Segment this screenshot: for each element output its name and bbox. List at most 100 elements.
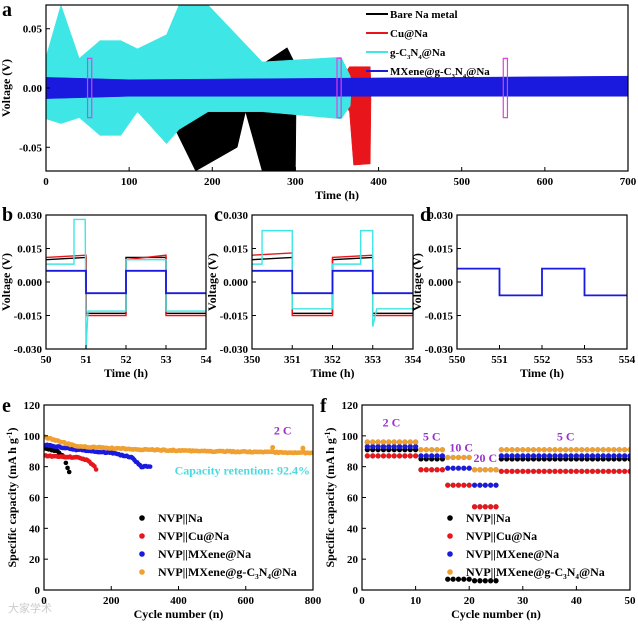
x-tick-label: 351: [284, 354, 301, 366]
data-point: [408, 444, 413, 449]
x-tick-label: 354: [405, 354, 422, 366]
y-tick-label: 0.030: [223, 210, 248, 222]
data-point: [590, 469, 595, 474]
data-point: [94, 467, 99, 472]
x-tick-label: 54: [201, 354, 213, 366]
x-axis-label: Cycle number (n): [134, 607, 224, 621]
x-tick-label: 200: [204, 176, 221, 188]
x-tick-label: 100: [121, 176, 138, 188]
legend-marker-orange: [447, 569, 453, 575]
x-tick-label: 20: [464, 595, 476, 607]
series-blue: [457, 269, 627, 296]
x-axis-label: Time (h): [310, 366, 354, 380]
x-tick-label: 554: [619, 354, 636, 366]
data-point: [402, 453, 407, 458]
data-point: [440, 447, 445, 452]
y-tick-label: 0.030: [428, 210, 453, 222]
data-point: [434, 467, 439, 472]
data-point: [617, 469, 622, 474]
panel-label: c: [214, 204, 223, 226]
data-point: [617, 453, 622, 458]
data-point: [499, 447, 504, 452]
data-point: [413, 439, 418, 444]
data-point: [472, 467, 477, 472]
x-tick-label: 552: [534, 354, 551, 366]
plot-area: [46, 5, 628, 171]
x-tick-label: 553: [576, 354, 593, 366]
data-point: [568, 447, 573, 452]
x-tick-label: 352: [324, 354, 341, 366]
x-axis-label: Cycle number (n): [451, 607, 541, 621]
series-blue: [46, 271, 206, 293]
y-tick-label: 60: [29, 493, 41, 505]
data-point: [622, 447, 627, 452]
data-point: [451, 577, 456, 582]
data-point: [456, 483, 461, 488]
y-tick-label: 0: [353, 585, 359, 597]
data-point: [370, 444, 375, 449]
data-point: [375, 439, 380, 444]
y-tick-label: -0.015: [425, 311, 454, 323]
legend-label: Cu@Na: [390, 28, 428, 40]
data-point: [381, 453, 386, 458]
y-tick-label: -0.030: [220, 344, 249, 356]
rate-label: 5 C: [557, 429, 575, 443]
y-tick-label: 120: [24, 400, 41, 412]
data-point: [531, 469, 536, 474]
x-tick-label: 40: [571, 595, 583, 607]
data-point: [590, 453, 595, 458]
data-point: [515, 469, 520, 474]
data-point: [408, 453, 413, 458]
data-point: [483, 483, 488, 488]
legend-label: Bare Na metal: [390, 9, 458, 21]
x-tick-label: 700: [620, 176, 637, 188]
x-tick-label: 800: [305, 595, 322, 607]
data-point: [445, 577, 450, 582]
rate-label: 20 C: [473, 451, 497, 465]
panel-f: f0 10 20 30 40 50020406080100120Cycle number …: [320, 395, 636, 621]
legend-label: g-C3N4@Na: [390, 47, 446, 61]
data-point: [429, 447, 434, 452]
data-point: [552, 453, 557, 458]
data-point: [509, 469, 514, 474]
data-point: [445, 483, 450, 488]
panel-e: e0 200 400 600 800020406080100120Cycle numbe…: [2, 395, 322, 621]
y-axis-label: Voltage (V): [410, 253, 424, 311]
data-point: [375, 453, 380, 458]
legend-label: NVP||Cu@Na: [158, 529, 229, 543]
y-tick-label: 0.000: [428, 277, 453, 289]
legend-marker-red: [447, 533, 453, 539]
data-point: [622, 453, 627, 458]
legend-marker-orange: [139, 569, 145, 575]
x-tick-label: 50: [625, 595, 637, 607]
data-point: [440, 453, 445, 458]
data-point: [440, 467, 445, 472]
data-point: [381, 439, 386, 444]
panel-c: c350 351 352 353 354-0.030-0.0150.0000.0150.…: [205, 204, 422, 380]
data-point: [531, 453, 536, 458]
series-blue: [252, 271, 413, 293]
data-point: [402, 439, 407, 444]
data-point: [461, 466, 466, 471]
y-axis-label: Specific capacity (mA h g-1): [323, 428, 337, 568]
data-point: [370, 453, 375, 458]
y-tick-label: 0.015: [17, 244, 42, 256]
data-point: [606, 469, 611, 474]
data-point: [542, 453, 547, 458]
plot-frame: [44, 405, 313, 590]
data-point: [526, 447, 531, 452]
data-point: [418, 453, 423, 458]
x-tick-label: 500: [453, 176, 470, 188]
data-point: [461, 483, 466, 488]
data-point: [574, 447, 579, 452]
data-point: [601, 447, 606, 452]
data-point: [552, 469, 557, 474]
data-point: [585, 447, 590, 452]
data-point: [467, 455, 472, 460]
data-point: [509, 453, 514, 458]
data-point: [365, 453, 370, 458]
x-tick-label: 30: [517, 595, 529, 607]
data-point: [504, 469, 509, 474]
y-axis-label: Specific capacity (mA h g-1): [5, 428, 19, 568]
data-point: [542, 469, 547, 474]
